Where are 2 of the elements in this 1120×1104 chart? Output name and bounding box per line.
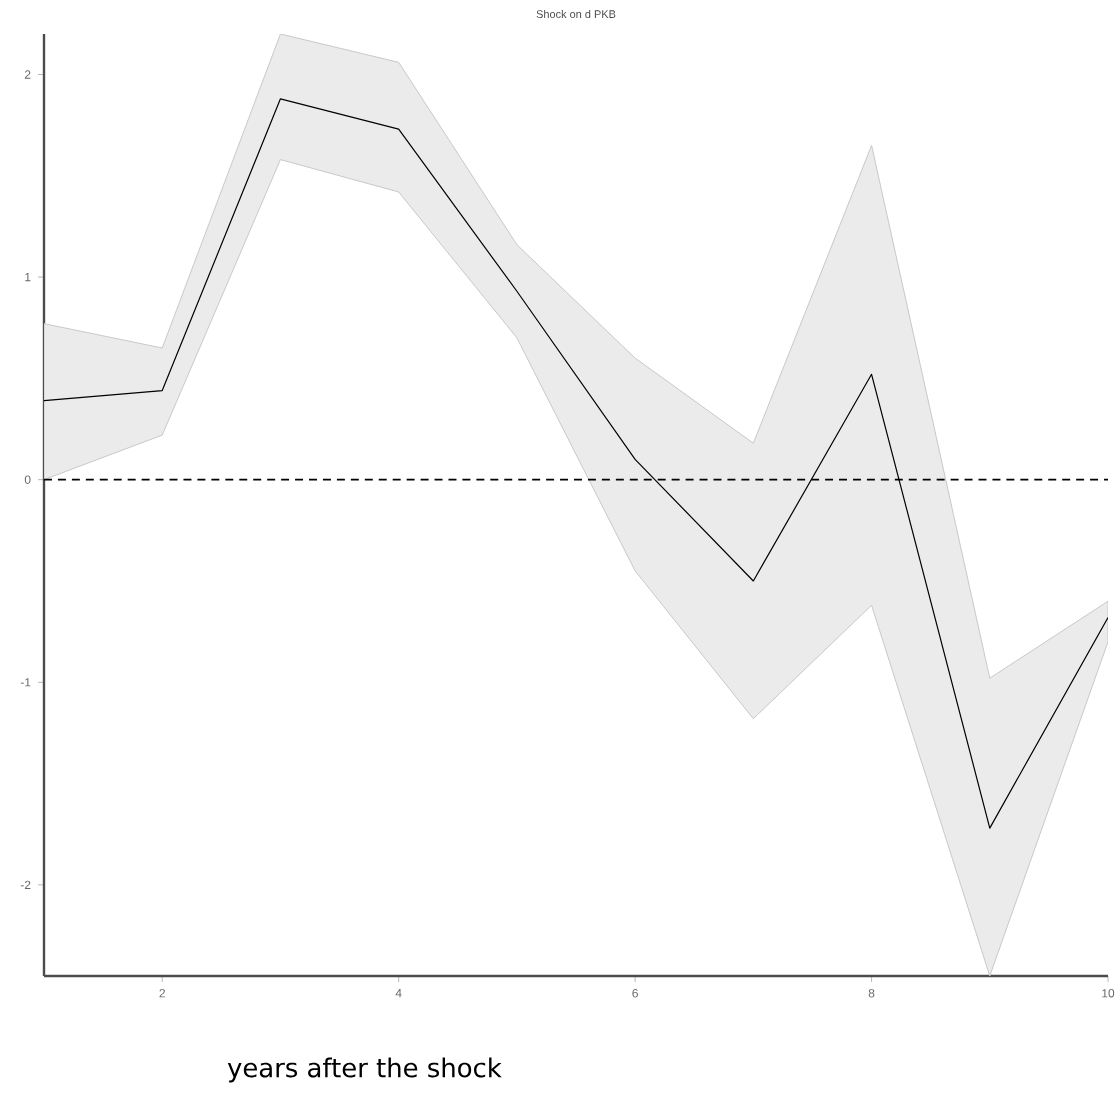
x-axis-title: years after the shock — [227, 1057, 502, 1083]
line-series — [44, 98, 1109, 829]
